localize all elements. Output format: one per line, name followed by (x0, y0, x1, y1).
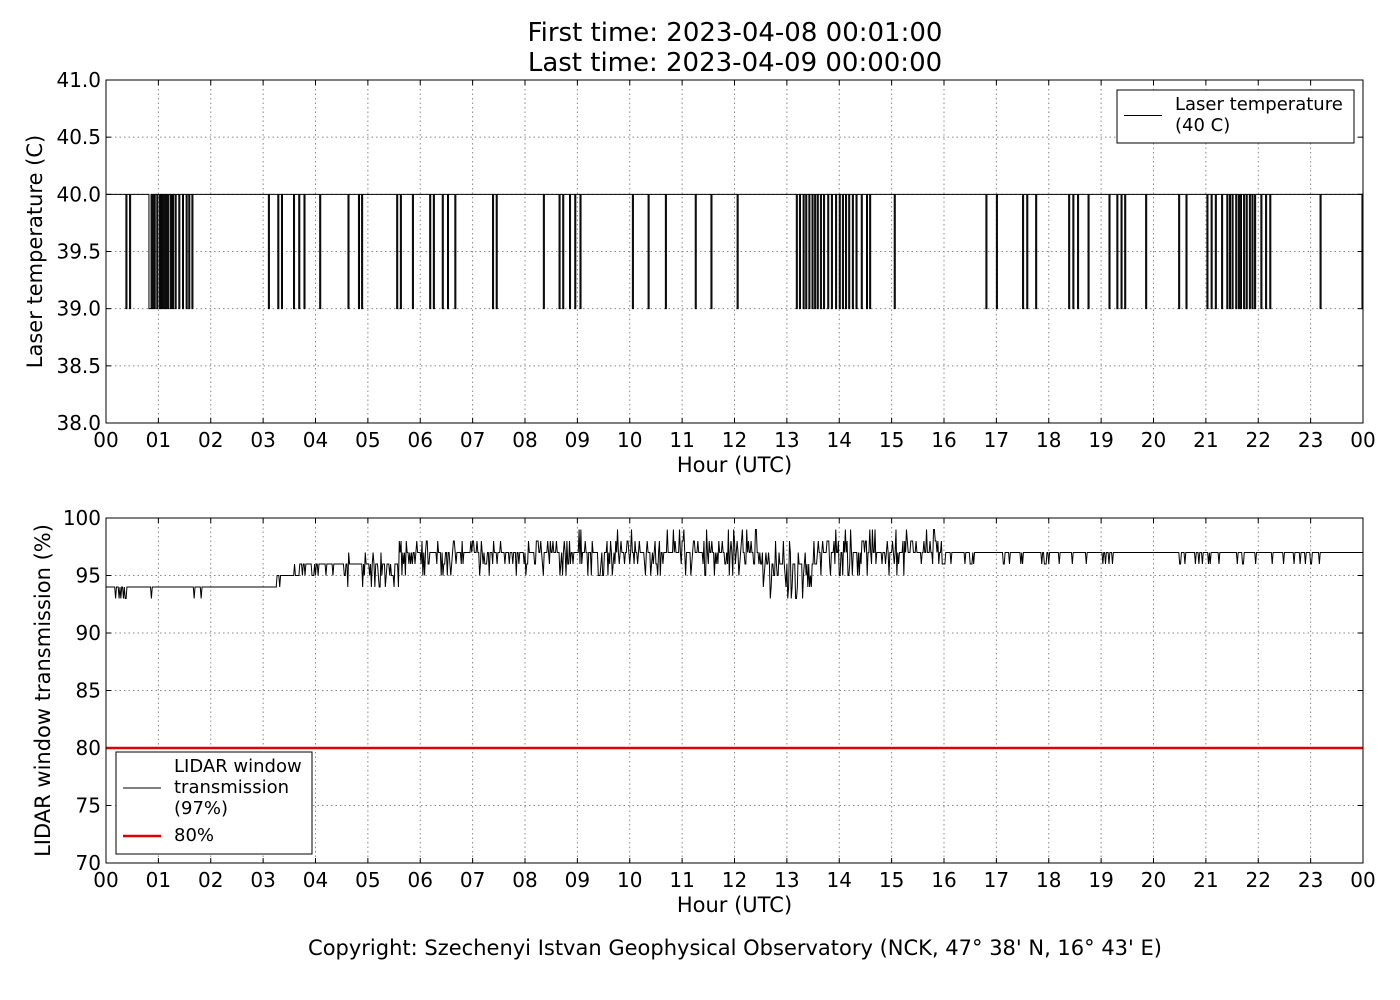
y-tick-label: 39.0 (56, 297, 101, 321)
x-tick-label: 16 (931, 428, 956, 452)
legend-label: LIDAR window (174, 756, 302, 777)
legend-label: 80% (174, 825, 214, 846)
y-tick-label: 75 (76, 794, 101, 818)
legend-label: Laser temperature (1175, 94, 1343, 115)
chart-title-last-time: Last time: 2023-04-09 00:00:00 (527, 48, 943, 78)
chart-title-first-time: First time: 2023-04-08 00:01:00 (527, 18, 943, 48)
x-tick-label: 15 (879, 868, 904, 892)
y-tick-label: 38.5 (56, 354, 101, 378)
x-tick-label: 23 (1298, 868, 1323, 892)
x-tick-label: 05 (355, 428, 380, 452)
x-tick-label: 03 (250, 868, 275, 892)
x-tick-label: 23 (1298, 428, 1323, 452)
x-axis-label: Hour (UTC) (677, 893, 792, 917)
x-tick-label: 09 (565, 428, 590, 452)
chart-2: 00 01 02 03 04 05 06 07 08 09 10 11 12 13 14 15 16 17 18 19… (31, 506, 1376, 917)
y-tick-label: 40.5 (56, 125, 101, 149)
x-tick-label: 13 (774, 428, 799, 452)
x-axis-label: Hour (UTC) (677, 453, 792, 477)
y-tick-label: 80 (76, 736, 101, 760)
x-tick-label: 08 (512, 428, 537, 452)
x-tick-label: 01 (146, 428, 171, 452)
x-tick-label: 02 (198, 428, 223, 452)
x-tick-label: 05 (355, 868, 380, 892)
x-tick-label: 19 (1088, 868, 1113, 892)
x-tick-label: 22 (1246, 868, 1271, 892)
x-tick-label: 22 (1246, 428, 1271, 452)
x-tick-label: 00 (93, 868, 118, 892)
y-tick-label: 85 (76, 679, 101, 703)
y-tick-label: 90 (76, 621, 101, 645)
x-tick-label: 17 (984, 868, 1009, 892)
x-tick-label: 20 (1141, 868, 1166, 892)
y-axis-label: LIDAR window transmission (%) (31, 524, 55, 857)
x-tick-label: 01 (146, 868, 171, 892)
x-tick-label: 10 (617, 428, 642, 452)
x-tick-label: 20 (1141, 428, 1166, 452)
y-tick-label: 95 (76, 564, 101, 588)
x-tick-label: 06 (408, 428, 433, 452)
x-tick-label: 19 (1088, 428, 1113, 452)
x-tick-label: 00 (93, 428, 118, 452)
x-tick-label: 08 (512, 868, 537, 892)
x-tick-label: 11 (669, 428, 694, 452)
x-tick-label: 10 (617, 868, 642, 892)
legend-label: (97%) (174, 798, 228, 819)
x-tick-label: 07 (460, 868, 485, 892)
x-tick-label: 18 (1036, 428, 1061, 452)
x-tick-label: 16 (931, 868, 956, 892)
x-tick-label: 07 (460, 428, 485, 452)
x-tick-label: 15 (879, 428, 904, 452)
x-tick-label: 09 (565, 868, 590, 892)
y-tick-label: 100 (63, 506, 101, 530)
y-tick-label: 41.0 (56, 68, 101, 92)
legend-label: transmission (174, 777, 289, 798)
x-tick-label: 04 (303, 428, 328, 452)
copyright-footer: Copyright: Szechenyi Istvan Geophysical … (308, 936, 1162, 960)
legend-label: (40 C) (1175, 115, 1230, 136)
x-tick-label: 12 (722, 428, 747, 452)
x-tick-label: 04 (303, 868, 328, 892)
legend: Laser temperature(40 C) (1116, 89, 1355, 144)
y-tick-label: 70 (76, 851, 101, 875)
plot-frame (105, 517, 1364, 864)
x-tick-label: 21 (1193, 428, 1218, 452)
x-tick-label: 13 (774, 868, 799, 892)
x-tick-label: 17 (984, 428, 1009, 452)
x-tick-label: 02 (198, 868, 223, 892)
x-tick-label: 00 (1350, 428, 1375, 452)
series-line-1-1 (106, 193, 1364, 310)
plot-frame (105, 79, 1364, 424)
y-tick-label: 40.0 (56, 182, 101, 206)
x-tick-label: 14 (827, 868, 852, 892)
x-tick-label: 00 (1350, 868, 1375, 892)
x-tick-label: 12 (722, 868, 747, 892)
x-tick-label: 14 (827, 428, 852, 452)
y-tick-label: 39.5 (56, 240, 101, 264)
legend-box (1116, 89, 1355, 144)
series-line-2-1 (106, 529, 1363, 599)
x-tick-label: 06 (408, 868, 433, 892)
x-tick-label: 03 (250, 428, 275, 452)
x-tick-label: 21 (1193, 868, 1218, 892)
y-tick-label: 38.0 (56, 411, 101, 435)
x-tick-label: 18 (1036, 868, 1061, 892)
chart-1: 00 01 02 03 04 05 06 07 08 09 10 11 12 13 14 15 16 17 18 19… (23, 68, 1376, 477)
x-tick-label: 11 (669, 868, 694, 892)
y-axis-label: Laser temperature (C) (23, 135, 47, 368)
